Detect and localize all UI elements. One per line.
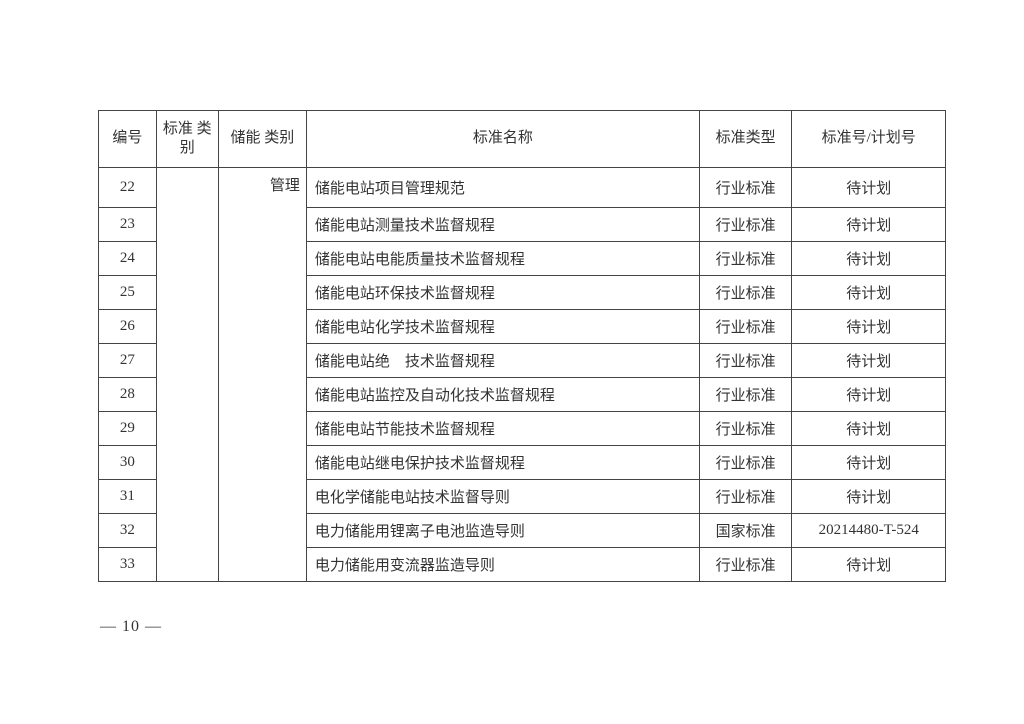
cell-type: 行业标准 — [699, 343, 792, 377]
cell-cat2 — [218, 479, 306, 513]
cell-cat1 — [156, 411, 218, 445]
cell-name: 储能电站环保技术监督规程 — [306, 275, 699, 309]
cell-cat2 — [218, 309, 306, 343]
table-row: 25 储能电站环保技术监督规程行业标准待计划 — [99, 275, 946, 309]
cell-cat2 — [218, 343, 306, 377]
cell-plan: 待计划 — [792, 275, 946, 309]
col-header-plan: 标准号/计划号 — [792, 111, 946, 168]
table-row: 22 管理储能电站项目管理规范行业标准待计划 — [99, 168, 946, 208]
cell-type: 行业标准 — [699, 241, 792, 275]
page-number: — 10 — — [100, 618, 162, 636]
table-row: 23 储能电站测量技术监督规程行业标准待计划 — [99, 207, 946, 241]
cell-plan: 待计划 — [792, 377, 946, 411]
cell-name: 储能电站测量技术监督规程 — [306, 207, 699, 241]
cell-cat2 — [218, 411, 306, 445]
cell-cat1 — [156, 377, 218, 411]
table-row: 31 电化学储能电站技术监督导则行业标准待计划 — [99, 479, 946, 513]
cell-type: 行业标准 — [699, 168, 792, 208]
cell-name: 储能电站继电保护技术监督规程 — [306, 445, 699, 479]
cell-name: 电力储能用锂离子电池监造导则 — [306, 513, 699, 547]
cell-cat2 — [218, 377, 306, 411]
cell-num: 32 — [99, 513, 157, 547]
table-row: 30 储能电站继电保护技术监督规程行业标准待计划 — [99, 445, 946, 479]
cell-cat1 — [156, 479, 218, 513]
table-header-row: 编号 标准 类别 储能 类别 标准名称 标准类型 标准号/计划号 — [99, 111, 946, 168]
col-header-cat2: 储能 类别 — [218, 111, 306, 168]
cell-plan: 待计划 — [792, 547, 946, 581]
cell-type: 行业标准 — [699, 479, 792, 513]
cell-plan: 待计划 — [792, 241, 946, 275]
table-row: 32 电力储能用锂离子电池监造导则国家标准20214480-T-524 — [99, 513, 946, 547]
cell-name: 储能电站节能技术监督规程 — [306, 411, 699, 445]
table-row: 33 电力储能用变流器监造导则行业标准待计划 — [99, 547, 946, 581]
cell-num: 27 — [99, 343, 157, 377]
cell-name: 储能电站电能质量技术监督规程 — [306, 241, 699, 275]
cell-type: 行业标准 — [699, 275, 792, 309]
cell-cat1 — [156, 168, 218, 208]
cell-type: 行业标准 — [699, 309, 792, 343]
col-header-cat1: 标准 类别 — [156, 111, 218, 168]
table-row: 28 储能电站监控及自动化技术监督规程行业标准待计划 — [99, 377, 946, 411]
cell-cat1 — [156, 513, 218, 547]
col-header-name: 标准名称 — [306, 111, 699, 168]
cell-cat2 — [218, 275, 306, 309]
col-header-type: 标准类型 — [699, 111, 792, 168]
cell-type: 行业标准 — [699, 207, 792, 241]
standards-table: 编号 标准 类别 储能 类别 标准名称 标准类型 标准号/计划号 22管理储能电… — [98, 110, 946, 582]
cell-name: 电化学储能电站技术监督导则 — [306, 479, 699, 513]
table-row: 27 储能电站绝 技术监督规程行业标准待计划 — [99, 343, 946, 377]
cell-num: 31 — [99, 479, 157, 513]
cell-name: 电力储能用变流器监造导则 — [306, 547, 699, 581]
table-row: 26 储能电站化学技术监督规程行业标准待计划 — [99, 309, 946, 343]
cell-plan: 待计划 — [792, 343, 946, 377]
cell-num: 24 — [99, 241, 157, 275]
cell-cat2 — [218, 207, 306, 241]
cell-cat2 — [218, 547, 306, 581]
cell-num: 28 — [99, 377, 157, 411]
cell-type: 行业标准 — [699, 411, 792, 445]
cell-name: 储能电站绝 技术监督规程 — [306, 343, 699, 377]
cell-num: 29 — [99, 411, 157, 445]
cell-cat1 — [156, 275, 218, 309]
cell-type: 行业标准 — [699, 547, 792, 581]
cell-name: 储能电站项目管理规范 — [306, 168, 699, 208]
cell-type: 行业标准 — [699, 377, 792, 411]
cell-plan: 待计划 — [792, 309, 946, 343]
cell-name: 储能电站化学技术监督规程 — [306, 309, 699, 343]
cell-cat2 — [218, 241, 306, 275]
cell-cat1 — [156, 241, 218, 275]
table-row: 24 储能电站电能质量技术监督规程行业标准待计划 — [99, 241, 946, 275]
cell-cat2: 管理 — [218, 168, 306, 208]
cell-cat1 — [156, 309, 218, 343]
cell-type: 行业标准 — [699, 445, 792, 479]
cell-cat2 — [218, 513, 306, 547]
cell-cat1 — [156, 343, 218, 377]
cell-num: 25 — [99, 275, 157, 309]
col-header-num: 编号 — [99, 111, 157, 168]
cell-plan: 待计划 — [792, 168, 946, 208]
cell-cat1 — [156, 207, 218, 241]
cell-plan: 待计划 — [792, 479, 946, 513]
cell-plan: 待计划 — [792, 207, 946, 241]
cell-name: 储能电站监控及自动化技术监督规程 — [306, 377, 699, 411]
cell-cat1 — [156, 547, 218, 581]
cell-cat2 — [218, 445, 306, 479]
cell-cat1 — [156, 445, 218, 479]
cell-num: 33 — [99, 547, 157, 581]
cell-plan: 20214480-T-524 — [792, 513, 946, 547]
cell-plan: 待计划 — [792, 411, 946, 445]
cell-plan: 待计划 — [792, 445, 946, 479]
cell-num: 23 — [99, 207, 157, 241]
cell-num: 30 — [99, 445, 157, 479]
table-row: 29 储能电站节能技术监督规程行业标准待计划 — [99, 411, 946, 445]
cell-num: 22 — [99, 168, 157, 208]
cell-type: 国家标准 — [699, 513, 792, 547]
cell-num: 26 — [99, 309, 157, 343]
